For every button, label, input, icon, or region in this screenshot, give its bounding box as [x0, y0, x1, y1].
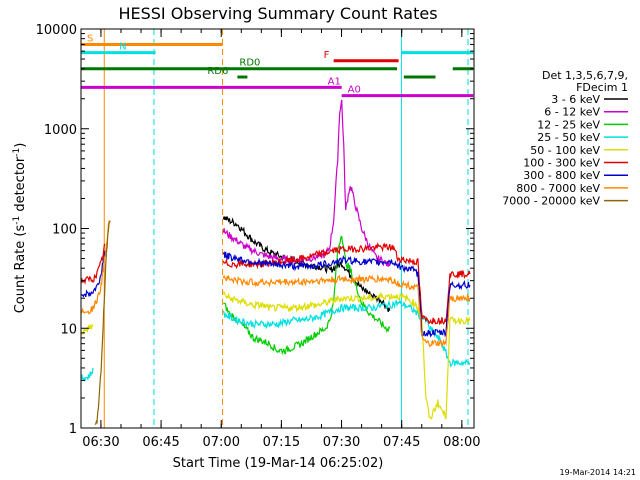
x-tick-label: 07:30: [323, 435, 360, 450]
legend-entry-label: 800 - 7000 keV: [516, 182, 600, 195]
legend-entry-label: 6 - 12 keV: [544, 106, 600, 119]
y-tick-label: 10000: [36, 23, 77, 38]
chart-title: HESSI Observing Summary Count Rates: [118, 4, 437, 23]
flag-label: RD6: [207, 66, 228, 77]
footer-timestamp: 19-Mar-2014 14:21: [560, 468, 637, 477]
x-tick-label: 07:45: [383, 435, 420, 450]
series-line: [222, 99, 391, 267]
legend-entry-label: 300 - 800 keV: [523, 169, 600, 182]
flag-label: S: [87, 33, 93, 44]
legend-entry-label: 7000 - 20000 keV: [502, 195, 600, 208]
x-tick-label: 06:45: [142, 435, 179, 450]
series-line: [222, 216, 391, 313]
series-line: [81, 250, 106, 298]
series-line: [223, 235, 391, 355]
series-line: [81, 367, 94, 382]
legend-entry-label: 12 - 25 keV: [537, 118, 600, 131]
series-line: [222, 250, 471, 338]
legend-entry-label: 3 - 6 keV: [551, 93, 600, 106]
y-axis: 1 10 100 1000 10000: [36, 23, 474, 437]
legend-header-2: FDecim 1: [576, 81, 628, 94]
series-line: [222, 290, 471, 420]
x-tick-label: 06:30: [82, 435, 119, 450]
flag-label: F: [324, 50, 330, 61]
flag-label: N: [119, 42, 126, 53]
y-tick-label: 100: [52, 223, 77, 238]
legend-header-1: Det 1,3,5,6,7,9,: [542, 69, 628, 82]
flag-label: A1: [328, 76, 341, 87]
series-line: [81, 243, 106, 285]
legend-entry-label: 25 - 50 keV: [537, 131, 600, 144]
legend-entry-label: 100 - 300 keV: [523, 157, 600, 170]
series-line: [94, 220, 111, 426]
legend-entry-label: 50 - 100 keV: [530, 144, 600, 157]
y-axis-label: Count Rate (s-1 detector-1): [12, 143, 28, 314]
series-line: [222, 273, 471, 349]
series-line: [81, 323, 94, 335]
y-tick-label: 1000: [44, 123, 77, 138]
x-axis-label: Start Time (19-Mar-14 06:25:02): [173, 456, 384, 471]
flag-label: RD0: [239, 58, 260, 69]
y-tick-label: 10: [60, 322, 77, 337]
x-axis: 06:30 06:45 07:00 07:15 07:30 07:45 08:00: [82, 29, 481, 450]
flag-bars: S N F RD0 RD6 A1 A0: [81, 33, 474, 98]
series-line: [81, 220, 110, 315]
series-layer: [81, 99, 471, 426]
x-tick-label: 07:00: [203, 435, 240, 450]
series-line: [222, 299, 471, 368]
x-tick-label: 07:15: [263, 435, 300, 450]
x-tick-label: 08:00: [443, 435, 480, 450]
flag-label: A0: [348, 85, 361, 96]
y-tick-label: 1: [69, 422, 77, 437]
series-line: [222, 242, 471, 326]
